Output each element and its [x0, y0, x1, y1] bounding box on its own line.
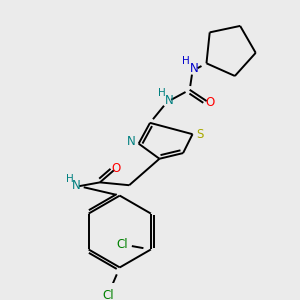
Text: N: N [127, 135, 136, 148]
Text: H: H [182, 56, 190, 66]
Text: N: N [72, 179, 81, 192]
Text: H: H [66, 174, 74, 184]
Text: N: N [164, 94, 173, 107]
Text: N: N [190, 62, 199, 76]
Text: H: H [158, 88, 166, 98]
Text: S: S [196, 128, 204, 141]
Text: O: O [111, 162, 121, 175]
Text: Cl: Cl [117, 238, 128, 251]
Text: Cl: Cl [103, 289, 114, 300]
Text: O: O [206, 96, 215, 109]
